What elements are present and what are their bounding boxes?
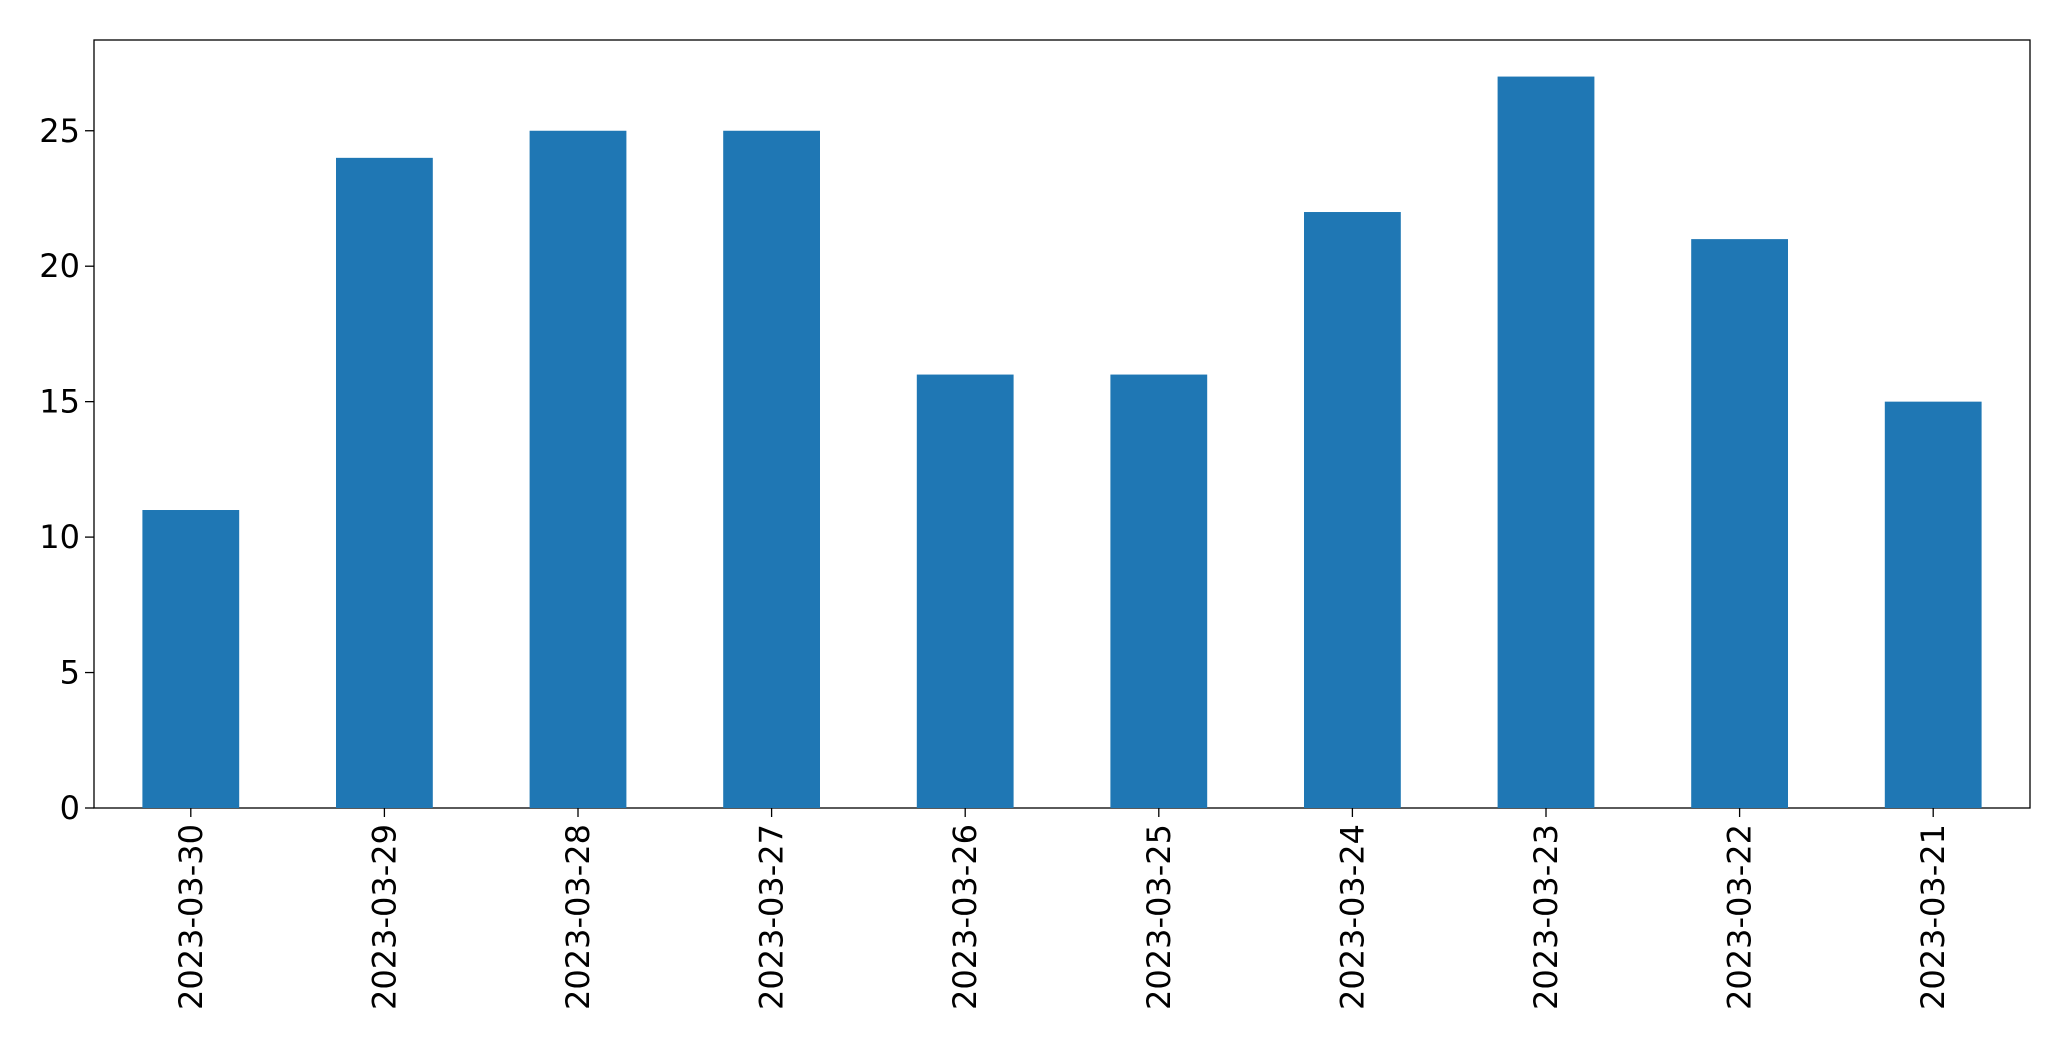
y-tick-label: 15 [39,383,80,421]
y-tick-label: 0 [60,789,80,827]
y-tick-label: 10 [39,518,80,556]
x-tick-label: 2023-03-24 [1333,824,1371,1010]
bar [1110,374,1208,808]
x-tick-label: 2023-03-27 [753,824,791,1010]
bar [336,157,433,809]
bar [142,510,240,808]
x-tick-label: 2023-03-21 [1914,824,1952,1010]
x-tick-label: 2023-03-29 [365,824,403,1010]
x-tick-label: 2023-03-26 [946,824,984,1010]
x-tick-label: 2023-03-23 [1527,824,1565,1010]
x-tick-label: 2023-03-28 [559,824,597,1010]
bar [1497,76,1595,809]
bar [529,130,627,808]
bar [723,130,820,808]
x-tick-label: 2023-03-22 [1721,824,1759,1010]
bar [1691,239,1788,809]
y-tick-label: 20 [39,247,80,285]
bar [1304,212,1401,808]
y-tick-label: 5 [60,654,80,692]
plot-frame [93,39,2031,809]
x-tick-label: 2023-03-30 [172,824,210,1010]
bar [1884,401,1982,808]
bar [916,374,1014,808]
y-tick-label: 25 [39,112,80,150]
x-tick-label: 2023-03-25 [1140,824,1178,1010]
